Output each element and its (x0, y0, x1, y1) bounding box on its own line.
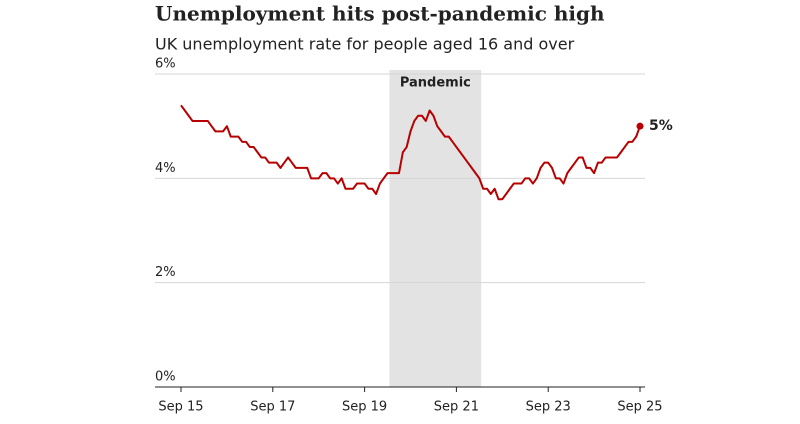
end-point (636, 122, 644, 130)
chart-title: Unemployment hits post-pandemic high (155, 2, 605, 26)
y-tick-label: 4% (155, 161, 176, 176)
x-tick-label: Sep 25 (617, 400, 662, 415)
chart-subtitle: UK unemployment rate for people aged 16 … (155, 35, 575, 54)
x-tick-label: Sep 17 (250, 400, 295, 415)
y-tick-label: 6% (155, 57, 176, 72)
shaded-region (389, 70, 482, 387)
x-tick-label: Sep 21 (434, 400, 479, 415)
series-line (180, 104, 641, 201)
y-tick-label: 0% (155, 370, 176, 385)
y-tick-label: 2% (155, 265, 176, 280)
region-label: Pandemic (400, 76, 471, 91)
x-tick-label: Sep 23 (526, 400, 571, 415)
x-tick-label: Sep 19 (342, 400, 387, 415)
value-label: 5% (649, 118, 673, 134)
x-tick-label: Sep 15 (158, 400, 203, 415)
